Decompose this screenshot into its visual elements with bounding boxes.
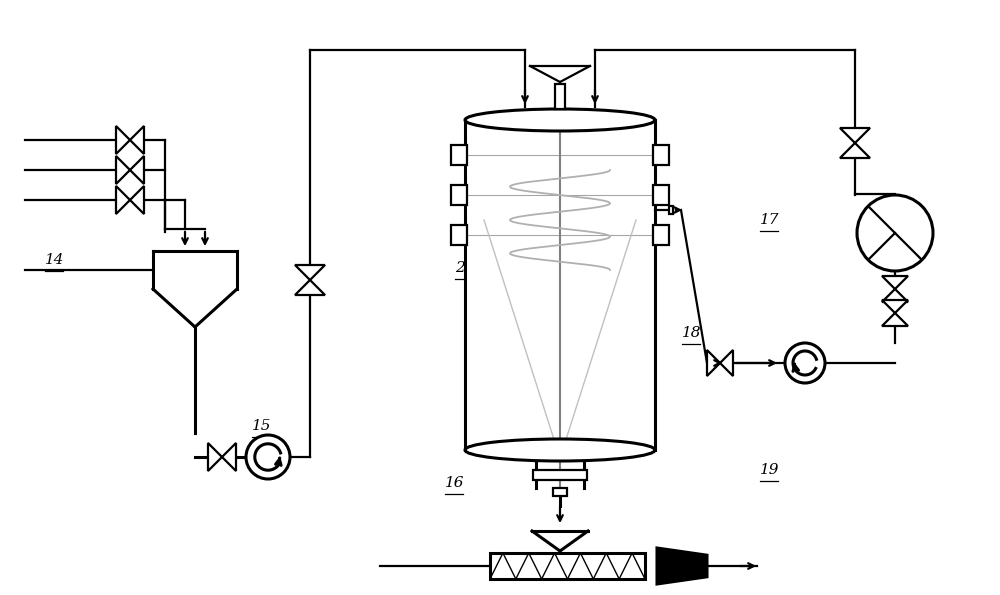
Polygon shape bbox=[208, 443, 222, 471]
Polygon shape bbox=[840, 128, 870, 143]
Polygon shape bbox=[882, 276, 908, 289]
Bar bbox=[653, 225, 669, 245]
Bar bbox=[451, 145, 467, 165]
Polygon shape bbox=[295, 265, 325, 280]
Text: 15: 15 bbox=[252, 419, 272, 433]
Polygon shape bbox=[130, 126, 144, 154]
Polygon shape bbox=[882, 300, 908, 313]
Ellipse shape bbox=[465, 109, 655, 131]
Text: 19: 19 bbox=[760, 463, 780, 477]
Text: 14: 14 bbox=[45, 253, 65, 267]
Bar bbox=[533, 469, 587, 480]
Bar bbox=[553, 488, 567, 496]
Polygon shape bbox=[657, 548, 707, 584]
Bar bbox=[451, 185, 467, 205]
Polygon shape bbox=[222, 443, 236, 471]
Polygon shape bbox=[116, 186, 130, 214]
Ellipse shape bbox=[465, 439, 655, 461]
Text: 18: 18 bbox=[682, 326, 702, 340]
Text: 17: 17 bbox=[760, 213, 780, 227]
Circle shape bbox=[857, 195, 933, 271]
Polygon shape bbox=[295, 280, 325, 295]
Circle shape bbox=[785, 343, 825, 383]
Polygon shape bbox=[130, 156, 144, 184]
Polygon shape bbox=[130, 186, 144, 214]
Polygon shape bbox=[882, 289, 908, 302]
Polygon shape bbox=[707, 350, 720, 376]
Circle shape bbox=[246, 435, 290, 479]
Bar bbox=[653, 185, 669, 205]
Polygon shape bbox=[116, 156, 130, 184]
Bar bbox=[490, 553, 645, 579]
Bar bbox=[669, 206, 673, 214]
Text: 16: 16 bbox=[445, 476, 465, 490]
Polygon shape bbox=[882, 313, 908, 326]
Bar bbox=[653, 145, 669, 165]
Polygon shape bbox=[840, 143, 870, 158]
Bar bbox=[555, 84, 565, 109]
Text: 2: 2 bbox=[455, 261, 465, 275]
Polygon shape bbox=[720, 350, 733, 376]
Polygon shape bbox=[116, 126, 130, 154]
Bar bbox=[451, 225, 467, 245]
